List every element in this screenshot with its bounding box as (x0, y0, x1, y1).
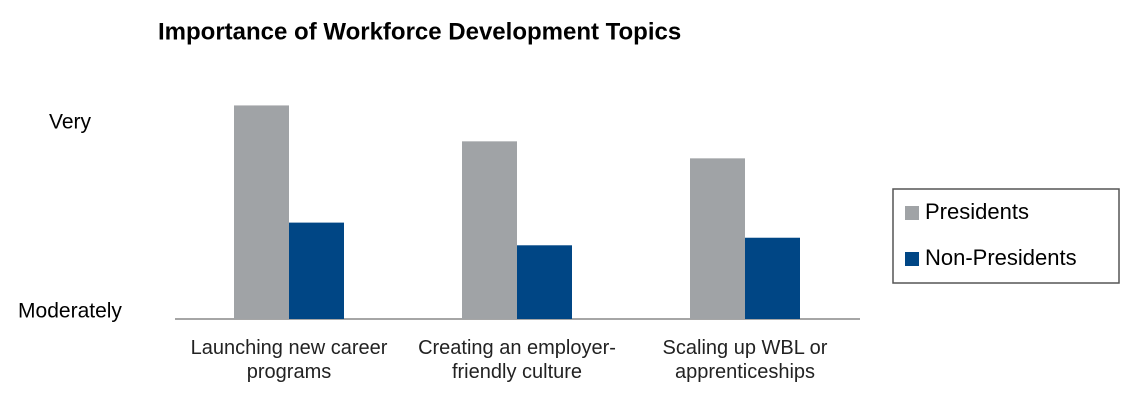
bar (289, 222, 344, 319)
legend-swatch (905, 206, 919, 220)
x-tick-label: Launching new career programs (190, 337, 388, 383)
y-tick-label: Moderately (18, 300, 122, 323)
bar (234, 105, 289, 320)
bar (462, 141, 517, 319)
bar (745, 237, 800, 319)
legend-box (892, 188, 1120, 284)
x-tick-label: Creating an employer-friendly culture (418, 337, 616, 383)
bar (517, 245, 572, 319)
legend-label: Presidents (925, 199, 1029, 224)
bar (690, 158, 745, 319)
legend-swatch (905, 252, 919, 266)
y-tick-label: Very (49, 111, 92, 134)
x-tick-label: Scaling up WBL or apprenticeships (662, 337, 828, 383)
chart-title: Importance of Workforce Development Topi… (158, 18, 681, 45)
legend-label: Non-Presidents (925, 245, 1077, 270)
